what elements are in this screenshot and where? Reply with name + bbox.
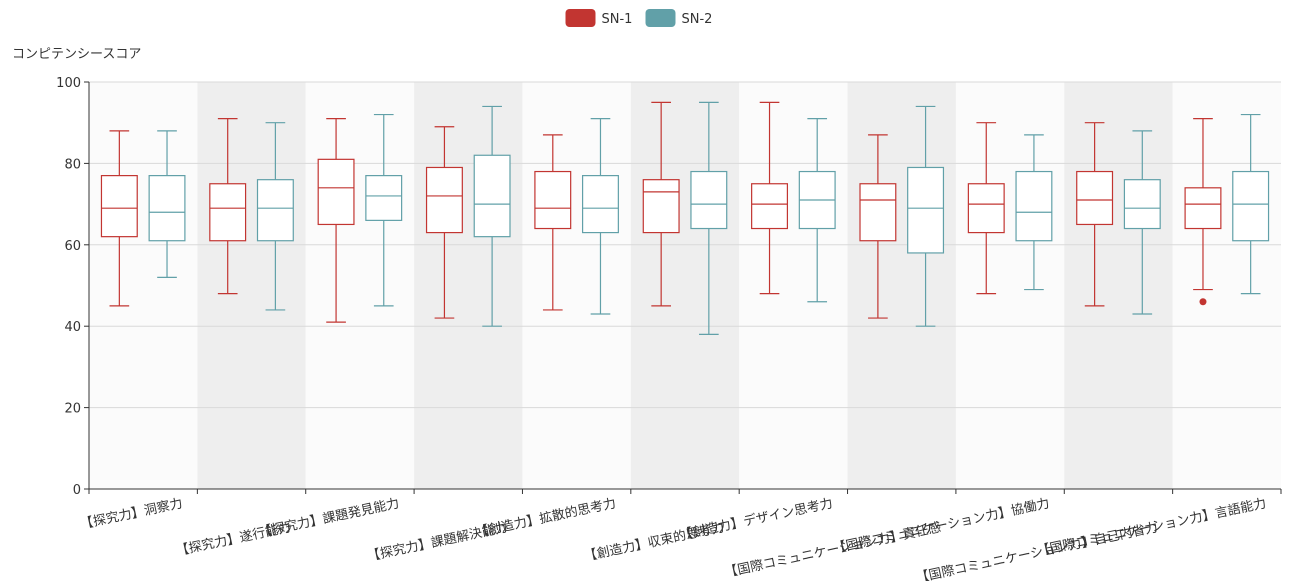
box-sn-1: [859, 134, 897, 319]
box-iqr: [1076, 170, 1114, 226]
x-tick-label: 【国際コミュニケーション力】協働力: [832, 496, 1051, 557]
box-iqr: [751, 183, 789, 230]
category-band: [522, 82, 631, 489]
box-sn-1: [751, 101, 789, 295]
y-axis-label: コンピテンシースコア: [12, 47, 141, 62]
legend-label: SN-2: [682, 12, 713, 27]
y-tick-label: 80: [64, 157, 81, 172]
box-sn-2: [473, 105, 511, 327]
legend-label: SN-1: [602, 12, 633, 27]
category-band: [305, 82, 415, 489]
box-sn-1: [100, 130, 138, 307]
x-tick-label: 【国際コミュニケーション力】言語能力: [1036, 495, 1268, 559]
y-tick-label: 20: [64, 402, 81, 417]
y-tick-label: 40: [64, 320, 81, 335]
legend-swatch: [565, 9, 596, 27]
box-sn-2: [1015, 134, 1053, 291]
category-band: [197, 82, 306, 489]
box-iqr: [690, 170, 728, 230]
box-iqr: [473, 154, 511, 238]
box-iqr: [256, 179, 294, 242]
category-band: [1064, 82, 1173, 489]
box-sn-2: [256, 122, 294, 311]
box-iqr: [534, 170, 572, 230]
box-sn-1: [209, 118, 247, 295]
x-tick-label: 【探究力】洞察力: [79, 496, 184, 532]
category-band: [847, 82, 956, 489]
grid-lines: [89, 81, 1281, 409]
box-iqr: [1015, 170, 1053, 242]
category-band: [955, 82, 1065, 489]
box-iqr: [148, 175, 186, 242]
box-sn-2: [1123, 130, 1161, 315]
category-band: [89, 82, 198, 489]
box-iqr: [1184, 187, 1222, 230]
category-band: [630, 82, 740, 489]
box-sn-2: [690, 101, 728, 335]
box-sn-2: [1232, 113, 1270, 295]
legend[interactable]: SN-1 SN-2: [565, 9, 713, 27]
box-iqr: [642, 179, 680, 234]
y-tick-label: 60: [64, 239, 81, 254]
category-bands: [89, 82, 1281, 489]
box-sn-2: [581, 118, 619, 315]
box-iqr: [859, 183, 897, 242]
y-tick-label: 0: [73, 483, 81, 498]
legend-item-sn-2[interactable]: SN-2: [645, 9, 713, 27]
x-tick-label: 【創造力】拡散的思考力: [474, 495, 617, 540]
y-tick-label: 100: [56, 76, 81, 91]
y-tick-labels: 0 20 40 60 80 100: [56, 76, 81, 498]
box-iqr: [209, 183, 247, 242]
box-sn-2: [365, 113, 403, 307]
box-iqr: [1232, 170, 1270, 242]
box-iqr: [100, 175, 138, 238]
box-iqr: [1123, 179, 1161, 230]
box-iqr: [425, 166, 463, 234]
box-iqr: [317, 158, 355, 226]
category-band: [1172, 82, 1281, 489]
box-iqr: [365, 175, 403, 221]
axes: [84, 81, 1282, 494]
box-sn-1: [642, 101, 680, 307]
box-sn-1: [317, 118, 355, 323]
category-band: [739, 82, 848, 489]
box-iqr: [907, 166, 945, 254]
box-sn-1: [534, 134, 572, 311]
category-band: [414, 82, 523, 489]
box-sn-1: [425, 126, 463, 319]
box-iqr: [581, 175, 619, 234]
legend-swatch: [645, 9, 676, 27]
x-tick-label: 【創造力】デザイン思考力: [678, 495, 834, 543]
box-iqr: [967, 183, 1005, 234]
box-sn-2: [148, 130, 186, 278]
x-tick-labels: 【探究力】洞察力【探究力】遂行能力【探究力】課題発見能力【探究力】課題解決能力【…: [79, 495, 1268, 585]
outlier-point: [1199, 298, 1207, 306]
legend-item-sn-1[interactable]: SN-1: [565, 9, 633, 27]
box-sn-1: [967, 122, 1005, 295]
x-tick-label: 【探究力】課題発見能力: [258, 495, 401, 540]
box-sn-2: [798, 118, 836, 303]
box-sn-1: [1184, 118, 1222, 291]
box-sn-1: [1076, 122, 1114, 307]
box-sn-2: [907, 105, 945, 327]
box-series: [100, 101, 1270, 335]
